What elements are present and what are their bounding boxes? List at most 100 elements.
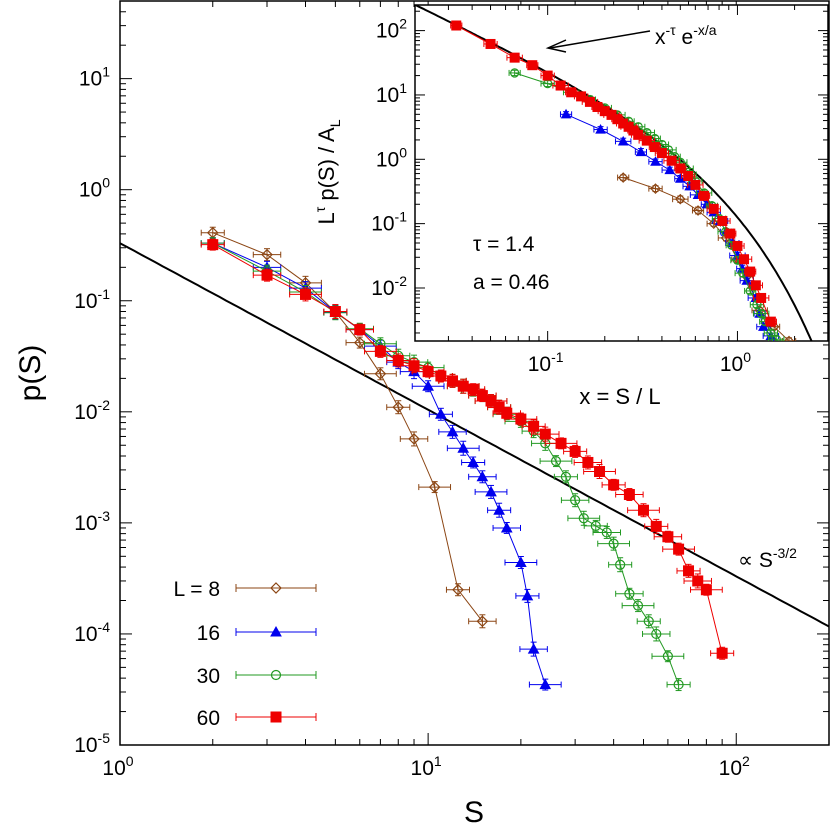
inset-data-point-60 [745,266,756,277]
legend: L = 8 16 30 60 [173,578,317,730]
main-data-point-16 [457,442,470,453]
main-data-point-8 [392,401,405,414]
main-data-point-30 [590,520,601,531]
main-data-point-60 [374,345,386,357]
main-data-point-16 [422,380,434,391]
main-data-point-30 [673,679,684,690]
inset-data-point-60 [739,254,750,265]
main-plot-frame [119,0,830,746]
inset-data-point-16 [650,156,661,166]
inset-y-tick-label: 101 [376,80,407,107]
main-data-point-60 [501,407,513,419]
main-data-point-30 [662,651,673,662]
main-series-60 [200,238,735,660]
inset-data-point-60 [756,292,767,303]
main-data-point-60 [354,324,366,336]
inset-data-point-8 [674,193,686,205]
main-data-point-8 [408,433,420,445]
inset-data-point-60 [641,135,652,146]
inset-y-axis-label: Lτ p(S) / AL [312,119,343,224]
main-data-point-8 [452,583,464,596]
main-data-point-16 [493,504,505,515]
x-axis-label: S [464,796,484,829]
main-data-point-30 [608,538,619,549]
inset-series-group [415,5,813,353]
inset-data-point-60 [542,70,553,81]
inset-data-point-60 [708,203,719,214]
main-data-point-16 [435,408,447,419]
main-y-tick-label: 10-4 [74,619,110,646]
main-data-point-8 [476,615,489,628]
main-data-point-60 [435,370,447,382]
inset-data-point-16 [595,124,606,134]
inset-data-point-60 [633,129,644,140]
main-series-8 [200,226,497,629]
main-data-point-16 [500,521,513,533]
main-data-point-60 [582,456,594,468]
inset-data-point-60 [699,190,710,201]
inset-data-point-30 [509,68,520,78]
main-data-point-16 [476,470,489,482]
inset-param: τ = 1.4 [473,233,535,256]
main-data-point-30 [570,495,581,506]
main-series-line [212,244,723,654]
inset-param: a = 0.46 [473,271,549,294]
inset-y-tick-label: 100 [376,144,407,171]
inset-data-point-60 [656,148,667,159]
main-data-point-8 [374,367,387,380]
main-data-point-30 [624,588,635,599]
main-data-point-60 [493,401,505,413]
main-data-point-16 [446,425,459,437]
inset-data-point-60 [750,280,761,291]
main-data-point-60 [207,239,219,251]
inset-arrow [549,30,651,49]
legend-marker-16 [270,625,282,637]
main-x-tick-label: 102 [719,753,750,780]
inset-x-tick-label: 100 [720,349,751,376]
inset-data-point-8 [783,335,795,341]
main-data-point-60 [261,269,273,281]
legend-label-16: 16 [197,622,220,645]
inset-data-point-60 [584,96,595,107]
main-data-point-60 [569,445,581,457]
inset-data-point-16 [773,343,782,351]
inset-data-point-16 [635,146,647,157]
inset-data-point-16 [560,108,572,119]
legend-marker-30 [270,669,282,681]
main-data-point-16 [527,643,540,654]
inset-y-tick-label: 102 [376,16,407,43]
inset-data-point-60 [566,87,577,98]
inset-data-point-60 [683,171,694,182]
main-data-point-60 [329,306,341,318]
main-series-line [212,242,680,685]
inset-plot: 10-1 100 102 101 100 10-1 10-2 x = S / L Lτ p(S)… [312,4,829,409]
inset-x-axis-label: x = S / L [579,384,660,409]
legend-label-30: 30 [197,665,220,688]
main-series-group [120,226,829,692]
main-data-point-60 [683,565,695,577]
main-data-point-60 [485,395,497,407]
inset-arrow-head [545,39,567,53]
inset-data-point-16 [785,345,794,353]
main-y-tick-label: 100 [79,175,110,202]
inset-data-point-60 [765,316,776,327]
inset-data-point-16 [674,173,686,183]
inset-data-point-30 [780,340,786,341]
main-y-tick-label: 10-2 [74,397,110,424]
legend-marker-8 [270,582,282,594]
main-data-point-30 [560,471,572,482]
main-data-point-60 [673,543,685,555]
inset-data-point-30 [756,308,766,319]
main-data-point-16 [515,556,527,567]
main-data-point-60 [457,380,469,392]
inset-data-point-60 [717,215,728,226]
inset-data-point-60 [666,155,677,166]
main-data-point-60 [539,428,551,440]
inset-data-point-16 [617,135,629,146]
main-data-point-30 [632,600,644,611]
inset-data-point-8 [650,183,661,194]
main-data-point-8 [353,336,366,349]
main-data-point-60 [555,437,567,449]
inset-data-point-16 [741,275,753,285]
